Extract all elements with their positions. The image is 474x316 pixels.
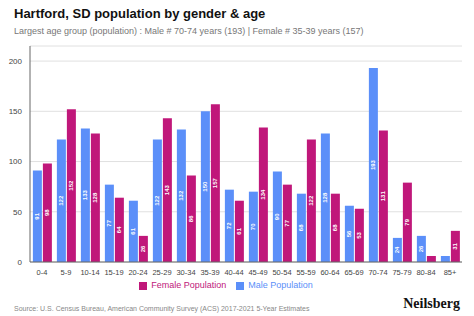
- svg-text:0-4: 0-4: [37, 268, 48, 277]
- svg-text:53: 53: [356, 231, 362, 238]
- svg-text:132: 132: [178, 190, 184, 201]
- html-text:Largest age group (population): Largest age group (population) : Male # …: [14, 26, 364, 36]
- svg-text:77: 77: [284, 219, 290, 226]
- svg-text:143: 143: [164, 185, 170, 196]
- svg-text:31: 31: [452, 242, 458, 249]
- svg-text:128: 128: [92, 192, 98, 203]
- svg-text:60-64: 60-64: [320, 268, 339, 277]
- svg-text:157: 157: [212, 177, 218, 188]
- svg-text:133: 133: [82, 190, 88, 201]
- svg-text:64: 64: [116, 226, 122, 233]
- svg-text:86: 86: [188, 215, 194, 222]
- svg-text:61: 61: [236, 227, 242, 234]
- svg-text:68: 68: [332, 224, 338, 231]
- svg-text:5-9: 5-9: [61, 268, 72, 277]
- svg-text:77: 77: [106, 219, 112, 226]
- svg-text:131: 131: [380, 191, 386, 202]
- svg-text:75-79: 75-79: [392, 268, 411, 277]
- html-text:Male Population: Male Population: [248, 280, 313, 290]
- svg-text:91: 91: [34, 212, 40, 219]
- svg-text:56: 56: [346, 230, 352, 237]
- svg-text:122: 122: [308, 195, 314, 206]
- svg-text:61: 61: [130, 227, 136, 234]
- svg-text:25-29: 25-29: [152, 268, 171, 277]
- html-text:Hartford, SD population by gen: Hartford, SD population by gender & age: [14, 6, 266, 21]
- svg-text:70-74: 70-74: [368, 268, 387, 277]
- html-text:Neilsberg: Neilsberg: [403, 296, 460, 311]
- svg-text:80-84: 80-84: [416, 268, 435, 277]
- svg-text:55-59: 55-59: [296, 268, 315, 277]
- svg-text:193: 193: [370, 159, 376, 170]
- svg-text:30-34: 30-34: [176, 268, 195, 277]
- svg-text:122: 122: [154, 195, 160, 206]
- svg-text:68: 68: [298, 224, 304, 231]
- svg-text:72: 72: [226, 222, 232, 229]
- svg-text:50-54: 50-54: [272, 268, 291, 277]
- svg-text:100: 100: [9, 157, 23, 166]
- svg-text:35-39: 35-39: [200, 268, 219, 277]
- svg-text:10-14: 10-14: [80, 268, 99, 277]
- svg-text:24: 24: [394, 246, 400, 253]
- svg-text:150: 150: [9, 107, 23, 116]
- svg-text:70: 70: [250, 223, 256, 230]
- svg-text:65-69: 65-69: [344, 268, 363, 277]
- svg-text:85+: 85+: [444, 268, 457, 277]
- svg-text:20-24: 20-24: [128, 268, 147, 277]
- svg-text:90: 90: [274, 213, 280, 220]
- svg-text:200: 200: [9, 57, 23, 66]
- svg-text:122: 122: [58, 195, 64, 206]
- svg-text:26: 26: [140, 245, 146, 252]
- svg-text:45-49: 45-49: [248, 268, 267, 277]
- svg-text:50: 50: [13, 208, 22, 217]
- svg-text:152: 152: [68, 180, 74, 191]
- svg-text:150: 150: [202, 181, 208, 192]
- svg-text:26: 26: [418, 245, 424, 252]
- svg-text:0: 0: [18, 258, 23, 267]
- svg-text:134: 134: [260, 189, 266, 200]
- html-text:Female Population: Female Population: [151, 280, 227, 290]
- svg-text:98: 98: [44, 209, 50, 216]
- svg-text:40-44: 40-44: [224, 268, 243, 277]
- html-text:Source: U.S. Census Bureau, Am: Source: U.S. Census Bureau, American Com…: [14, 305, 310, 312]
- svg-text:128: 128: [322, 192, 328, 203]
- svg-text:15-19: 15-19: [104, 268, 123, 277]
- svg-text:79: 79: [404, 218, 410, 225]
